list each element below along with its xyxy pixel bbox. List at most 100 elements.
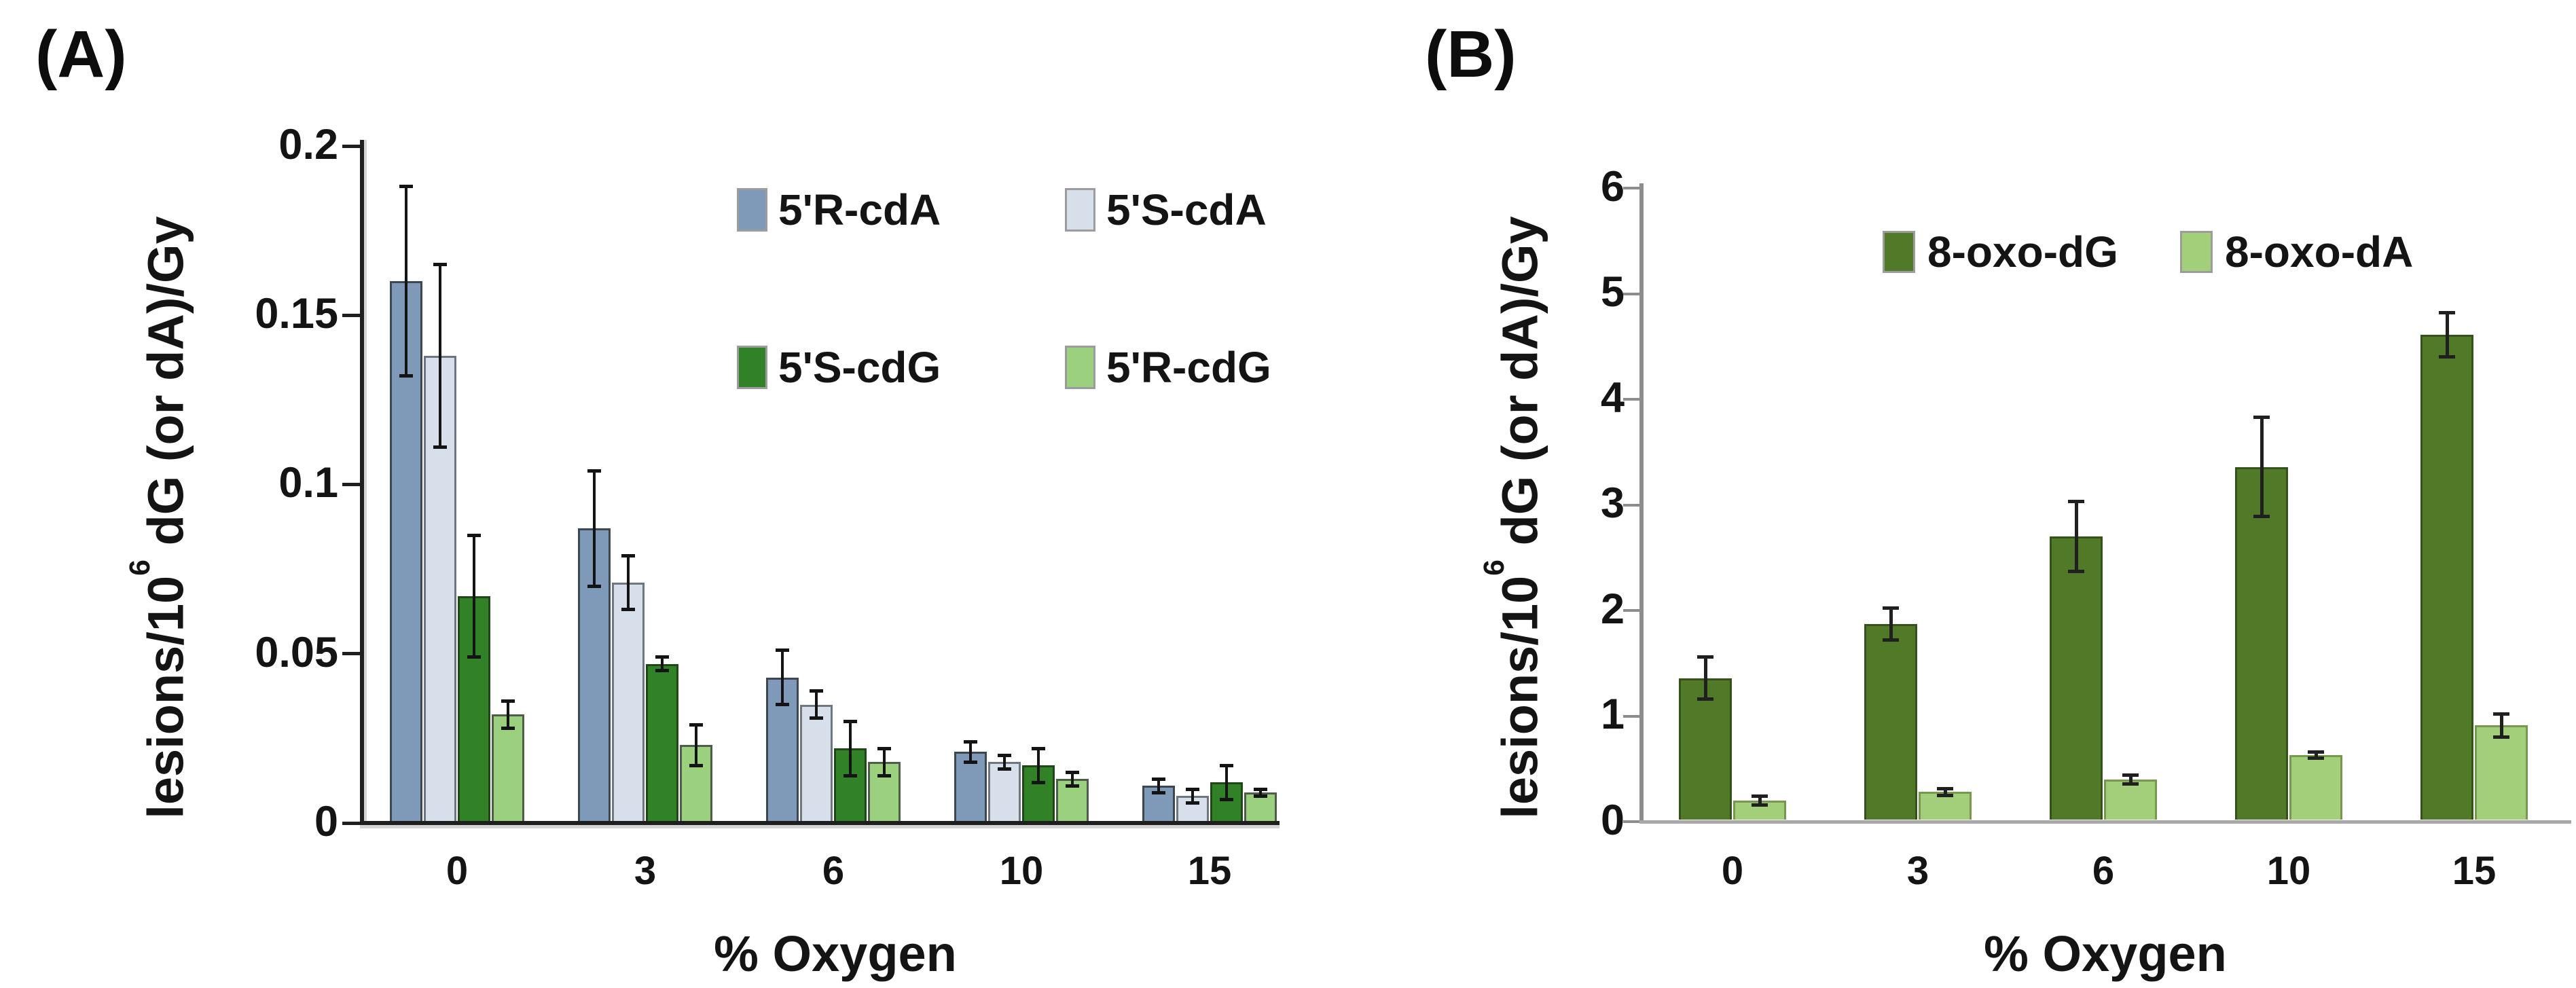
error-bar-cap xyxy=(964,739,977,744)
error-bar-line xyxy=(969,742,972,763)
y-tick-mark xyxy=(342,821,360,825)
x-axis-title: % Oxygen xyxy=(714,926,957,982)
error-bar-cap xyxy=(689,722,703,727)
x-tick-label: 15 xyxy=(1187,849,1232,893)
error-bar-line xyxy=(1071,772,1074,786)
y-tick-label: 0.1 xyxy=(278,459,338,507)
bar-5-r-cdg-0 xyxy=(492,714,524,821)
x-axis-line xyxy=(360,821,1280,825)
error-bar-cap xyxy=(1032,746,1045,750)
y-tick-label: 6 xyxy=(1600,162,1625,211)
x-tick-label: 3 xyxy=(1906,849,1929,893)
legend-swatch-5-s-cdg xyxy=(737,346,767,389)
error-bar-cap xyxy=(399,374,413,378)
error-bar-line xyxy=(1191,789,1194,803)
error-bar-line xyxy=(1259,789,1262,797)
panel-label-a: (A) xyxy=(35,17,127,91)
error-bar-cap xyxy=(2439,355,2455,359)
error-bar-line xyxy=(2260,417,2264,517)
error-bar-line xyxy=(883,748,886,776)
error-bar-cap xyxy=(1066,770,1079,774)
error-bar-cap xyxy=(1697,655,1713,659)
error-bar-cap xyxy=(399,185,413,189)
error-bar-line xyxy=(1758,796,1762,805)
error-bar-line xyxy=(1225,765,1228,800)
error-bar-line xyxy=(1157,779,1160,793)
error-bar-cap xyxy=(810,689,823,693)
error-bar-cap xyxy=(776,648,789,653)
error-bar-cap xyxy=(587,469,601,473)
bar-8-oxo-da-6 xyxy=(2104,779,2157,820)
y-tick-mark xyxy=(342,483,360,486)
error-bar-cap xyxy=(655,669,669,673)
error-bar-cap xyxy=(1254,794,1267,798)
error-bar-cap xyxy=(467,533,481,537)
error-bar-cap xyxy=(1186,787,1199,791)
error-bar-cap xyxy=(1220,763,1233,767)
x-tick-label: 0 xyxy=(1721,849,1744,893)
error-bar-cap xyxy=(1254,787,1267,791)
x-tick-label: 6 xyxy=(2092,849,2115,893)
panel-label-b: (B) xyxy=(1425,17,1517,91)
legend-swatch-5-r-cda xyxy=(737,188,767,232)
bar-8-oxo-dg-6 xyxy=(2050,536,2103,820)
error-bar-cap xyxy=(2493,712,2509,716)
y-tick-label: 4 xyxy=(1600,373,1625,422)
legend-swatch-8-oxo-da xyxy=(2180,231,2213,273)
error-bar-cap xyxy=(1883,606,1899,610)
bar-8-oxo-da-15 xyxy=(2475,725,2528,820)
error-bar-line xyxy=(661,657,664,671)
legend-label: 5'R-cdA xyxy=(778,185,941,234)
error-bar-cap xyxy=(1752,803,1768,807)
y-tick-mark xyxy=(1623,292,1639,295)
y-tick-mark xyxy=(342,313,360,317)
error-bar-line xyxy=(695,725,697,766)
y-tick-label: 3 xyxy=(1600,479,1625,528)
y-tick-label: 0.15 xyxy=(255,290,338,338)
y-tick-label: 0 xyxy=(314,797,338,845)
bar-5-r-cda-6 xyxy=(766,677,799,821)
bar-5-s-cda-10 xyxy=(988,762,1021,821)
error-bar-cap xyxy=(1697,697,1713,701)
error-bar-line xyxy=(1943,788,1947,796)
error-bar-cap xyxy=(467,655,481,659)
error-bar-cap xyxy=(2308,750,2324,754)
legend-label: 5'S-cdG xyxy=(778,343,941,392)
legend-swatch-5-r-cdg xyxy=(1065,346,1095,389)
error-bar-cap xyxy=(877,773,891,777)
y-tick-mark xyxy=(1623,187,1639,189)
error-bar-cap xyxy=(1220,797,1233,801)
error-bar-line xyxy=(473,535,475,657)
y-tick-label: 2 xyxy=(1600,585,1625,633)
y-tick-label: 1 xyxy=(1600,691,1625,739)
error-bar-cap xyxy=(2308,756,2324,761)
error-bar-cap xyxy=(2068,569,2084,573)
x-tick-label: 10 xyxy=(2266,849,2311,893)
bar-8-oxo-dg-10 xyxy=(2235,466,2288,820)
error-bar-line xyxy=(2499,714,2503,737)
error-bar-cap xyxy=(776,703,789,707)
error-bar-cap xyxy=(810,716,823,720)
x-tick-label: 10 xyxy=(999,849,1044,893)
y-tick-mark xyxy=(1623,609,1639,612)
error-bar-cap xyxy=(1032,780,1045,784)
error-bar-cap xyxy=(2253,515,2270,519)
error-bar-line xyxy=(593,471,596,587)
bar-8-oxo-dg-3 xyxy=(1864,624,1917,820)
y-tick-mark xyxy=(342,144,360,148)
error-bar-line xyxy=(405,186,407,376)
error-bar-cap xyxy=(2493,735,2509,739)
y-tick-label: 0.2 xyxy=(278,120,338,168)
error-bar-cap xyxy=(998,753,1011,757)
error-bar-cap xyxy=(2253,415,2270,419)
y-tick-label: 0.05 xyxy=(255,628,338,676)
error-bar-cap xyxy=(843,719,857,723)
legend-label: 5'S-cdA xyxy=(1106,185,1267,234)
error-bar-cap xyxy=(1937,793,1953,797)
x-axis-title: % Oxygen xyxy=(1984,926,2227,982)
bar-8-oxo-da-10 xyxy=(2289,755,2342,820)
y-tick-mark xyxy=(342,652,360,656)
